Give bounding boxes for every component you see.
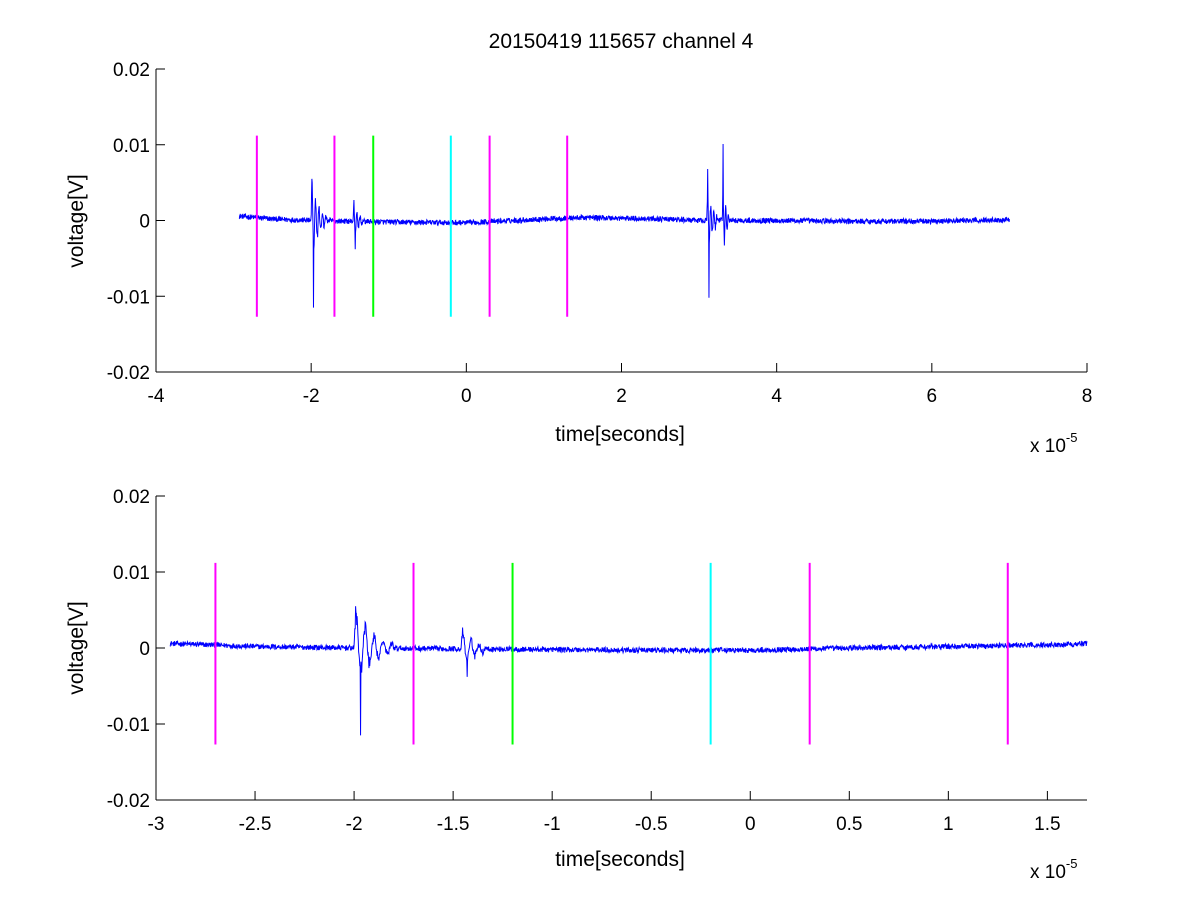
top-x-multiplier: x 10 [1030,436,1066,457]
chart-title: 20150419 115657 channel 4 [489,30,754,53]
bottom-x-tick-label: -3 [148,814,165,835]
top-y-tick-label: -0.01 [107,287,150,308]
bottom-axes: -3 -2.5 -2 -1.5 -1 -0.5 0 0.5 1 1.5 -0.02 -0.01 0 0.… [65,487,1088,883]
bottom-y-tick-label: 0 [139,639,150,660]
bottom-x-exponent-power: -5 [1066,856,1078,871]
top-marker-lines [255,135,569,317]
bottom-y-ticks: -0.02 -0.01 0 0.01 0.02 [107,487,165,812]
top-x-tick-label: -4 [148,386,165,407]
top-y-tick-label: 0 [139,212,150,233]
bottom-x-tick-label: 0.5 [836,814,862,835]
top-y-ticks: -0.02 -0.01 0 0.01 0.02 [107,60,165,384]
top-x-tick-label: 8 [1082,386,1093,407]
bottom-series-trace [169,606,1088,736]
bottom-series-line [169,606,1088,736]
top-series-line [238,143,1010,308]
bottom-x-tick-label: 1.5 [1034,814,1060,835]
top-y-tick-label: -0.02 [107,363,150,384]
top-x-tick-label: 6 [927,386,938,407]
top-x-tick-label: 4 [771,386,782,407]
bottom-x-exponent: x 10-5 [1030,856,1077,883]
top-x-tick-label: 2 [616,386,627,407]
top-x-exponent: x 10-5 [1030,430,1077,457]
top-axes: -4 -2 0 2 4 6 8 -0.02 -0.01 0 0.01 0.02 time[secon… [65,60,1092,457]
bottom-x-tick-label: -1 [544,814,561,835]
bottom-x-tick-label: 0 [745,814,756,835]
bottom-x-tick-label: -1.5 [437,814,470,835]
bottom-x-ticks: -3 -2.5 -2 -1.5 -1 -0.5 0 0.5 1 1.5 [148,791,1061,835]
bottom-y-tick-label: 0.02 [113,487,150,508]
bottom-y-axis-label: voltage[V] [65,601,88,694]
top-x-axis-label: time[seconds] [555,423,685,446]
bottom-y-tick-label: 0.01 [113,563,150,584]
top-x-tick-label: -2 [303,386,320,407]
top-x-exponent-power: -5 [1066,430,1078,445]
top-series-trace [238,143,1010,308]
top-y-tick-label: 0.02 [113,60,150,81]
bottom-x-tick-label: 1 [943,814,954,835]
bottom-y-tick-label: -0.02 [107,791,150,812]
bottom-x-multiplier: x 10 [1030,862,1066,883]
top-y-axis-label: voltage[V] [65,174,88,267]
top-x-ticks: -4 -2 0 2 4 6 8 [148,363,1093,407]
bottom-x-tick-label: -0.5 [635,814,668,835]
top-x-tick-label: 0 [461,386,472,407]
bottom-y-tick-label: -0.01 [107,715,150,736]
bottom-x-axis-label: time[seconds] [555,848,685,871]
bottom-marker-lines [214,562,1009,745]
top-y-tick-label: 0.01 [113,136,150,157]
bottom-x-tick-label: -2.5 [239,814,272,835]
bottom-x-tick-label: -2 [346,814,363,835]
